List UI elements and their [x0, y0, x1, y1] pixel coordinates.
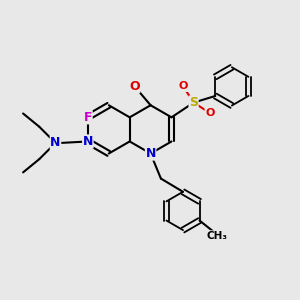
- Text: N: N: [146, 147, 156, 160]
- Text: CH₃: CH₃: [207, 231, 228, 241]
- Text: S: S: [189, 96, 198, 109]
- Text: N: N: [83, 135, 93, 148]
- Text: O: O: [178, 81, 188, 92]
- Text: N: N: [50, 136, 61, 149]
- Text: O: O: [205, 108, 214, 118]
- Text: O: O: [129, 80, 140, 93]
- Text: F: F: [84, 111, 92, 124]
